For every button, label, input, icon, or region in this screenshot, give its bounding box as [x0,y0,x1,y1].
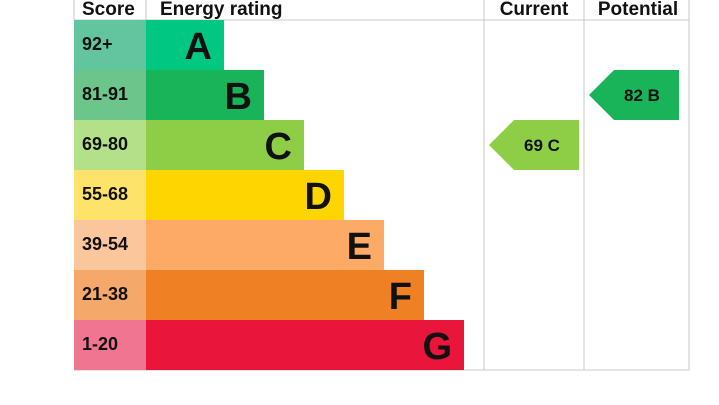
current-header: Current [500,0,569,20]
band-letter: E [347,226,372,268]
rating-bands: 92+ A 81-91 B 69-80 C 55-68 D 39-54 E 21-38 F 1-20 G [74,20,464,370]
potential-rating-arrow: 82 B [589,70,679,120]
band-letter: F [389,276,412,318]
current-rating-arrow: 69 C [489,120,579,170]
band-c: 69-80 C [74,120,304,170]
score-label: 92+ [82,34,113,54]
band-a: 92+ A [74,20,224,70]
band-f: 21-38 F [74,270,424,320]
column-headers: Score Energy rating Current Potential [82,0,678,20]
band-d: 55-68 D [74,170,344,220]
potential-header: Potential [598,0,678,20]
band-letter: A [185,26,212,68]
score-cell [74,270,146,320]
score-header: Score [82,0,135,20]
score-cell [74,20,146,70]
arrow-label: 69 C [524,136,560,155]
score-label: 21-38 [82,284,128,304]
score-cell [74,320,146,370]
rating-arrows: 69 C 82 B [489,70,679,170]
score-label: 1-20 [82,334,118,354]
band-bar [146,120,304,170]
band-bar [146,320,464,370]
band-letter: B [225,76,252,118]
band-bar [146,270,424,320]
arrow-shape [589,70,679,120]
score-label: 69-80 [82,134,128,154]
band-bar [146,20,224,70]
score-cell [74,220,146,270]
score-cell [74,170,146,220]
band-e: 39-54 E [74,220,384,270]
band-bar [146,220,384,270]
band-letter: G [422,326,452,368]
score-label: 39-54 [82,234,128,254]
arrow-shape [489,120,579,170]
band-letter: C [265,126,292,168]
score-cell [74,70,146,120]
score-label: 55-68 [82,184,128,204]
band-letter: D [305,176,332,218]
arrow-label: 82 B [624,86,660,105]
band-b: 81-91 B [74,70,264,120]
energy-rating-header: Energy rating [160,0,282,20]
score-cell [74,120,146,170]
band-bar [146,170,344,220]
band-bar [146,70,264,120]
band-g: 1-20 G [74,320,464,370]
score-label: 81-91 [82,84,128,104]
